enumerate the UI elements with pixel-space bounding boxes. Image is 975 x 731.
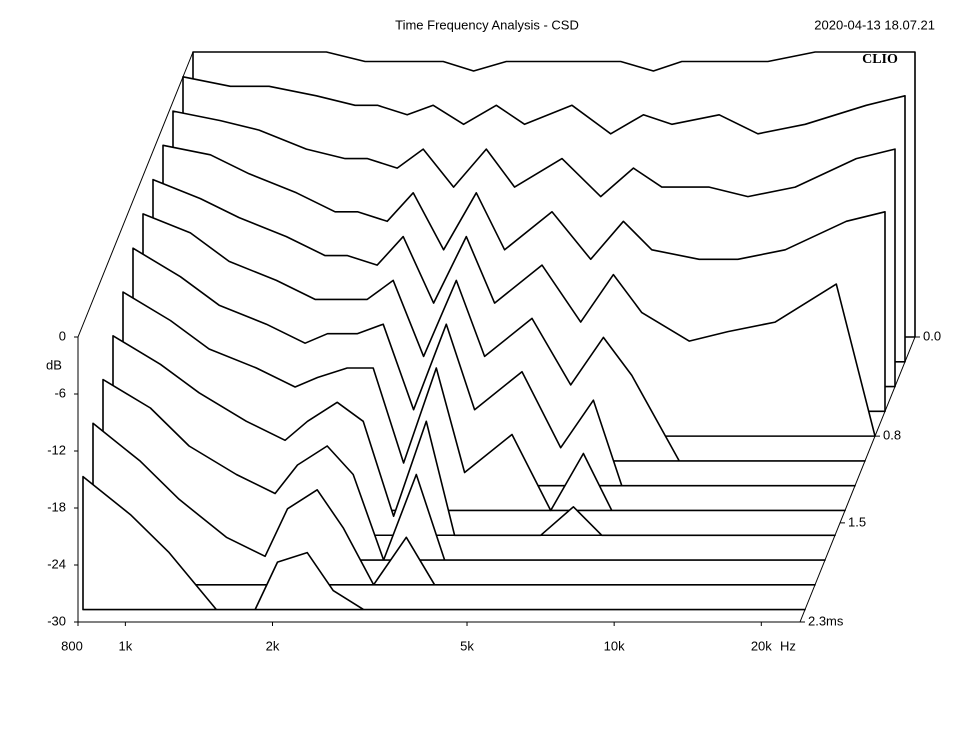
z-tick-label: 1.5 <box>848 514 866 529</box>
slices <box>82 51 916 611</box>
x-unit: Hz <box>780 638 796 653</box>
x-tick-label: 2k <box>266 638 280 653</box>
z-tick-label: 0.8 <box>883 428 901 443</box>
z-tick-label: 2.3 <box>808 613 826 628</box>
x-tick-label: 800 <box>61 638 83 653</box>
slice <box>82 475 806 611</box>
slice <box>92 422 816 586</box>
axis-line <box>799 336 916 623</box>
slice <box>102 378 826 561</box>
chart-title: Time Frequency Analysis - CSD <box>395 17 579 32</box>
y-tick-label: -6 <box>54 385 66 400</box>
x-tick-label: 5k <box>460 638 474 653</box>
y-axis-label: dB <box>46 357 62 372</box>
y-tick-label: 0 <box>59 328 66 343</box>
x-tick-label: 10k <box>604 638 625 653</box>
date: 2020-04-13 18.07.21 <box>814 17 935 32</box>
y-tick-label: -12 <box>47 442 66 457</box>
y-tick-label: -30 <box>47 613 66 628</box>
x-tick-label: 20k <box>751 638 772 653</box>
y-tick-label: -18 <box>47 499 66 514</box>
z-tick-label: 0.0 <box>923 328 941 343</box>
axis-line <box>77 51 194 338</box>
y-tick-label: -24 <box>47 556 66 571</box>
brand: CLIO <box>862 52 898 67</box>
z-unit: ms <box>826 613 844 628</box>
x-tick-label: 1k <box>119 638 133 653</box>
